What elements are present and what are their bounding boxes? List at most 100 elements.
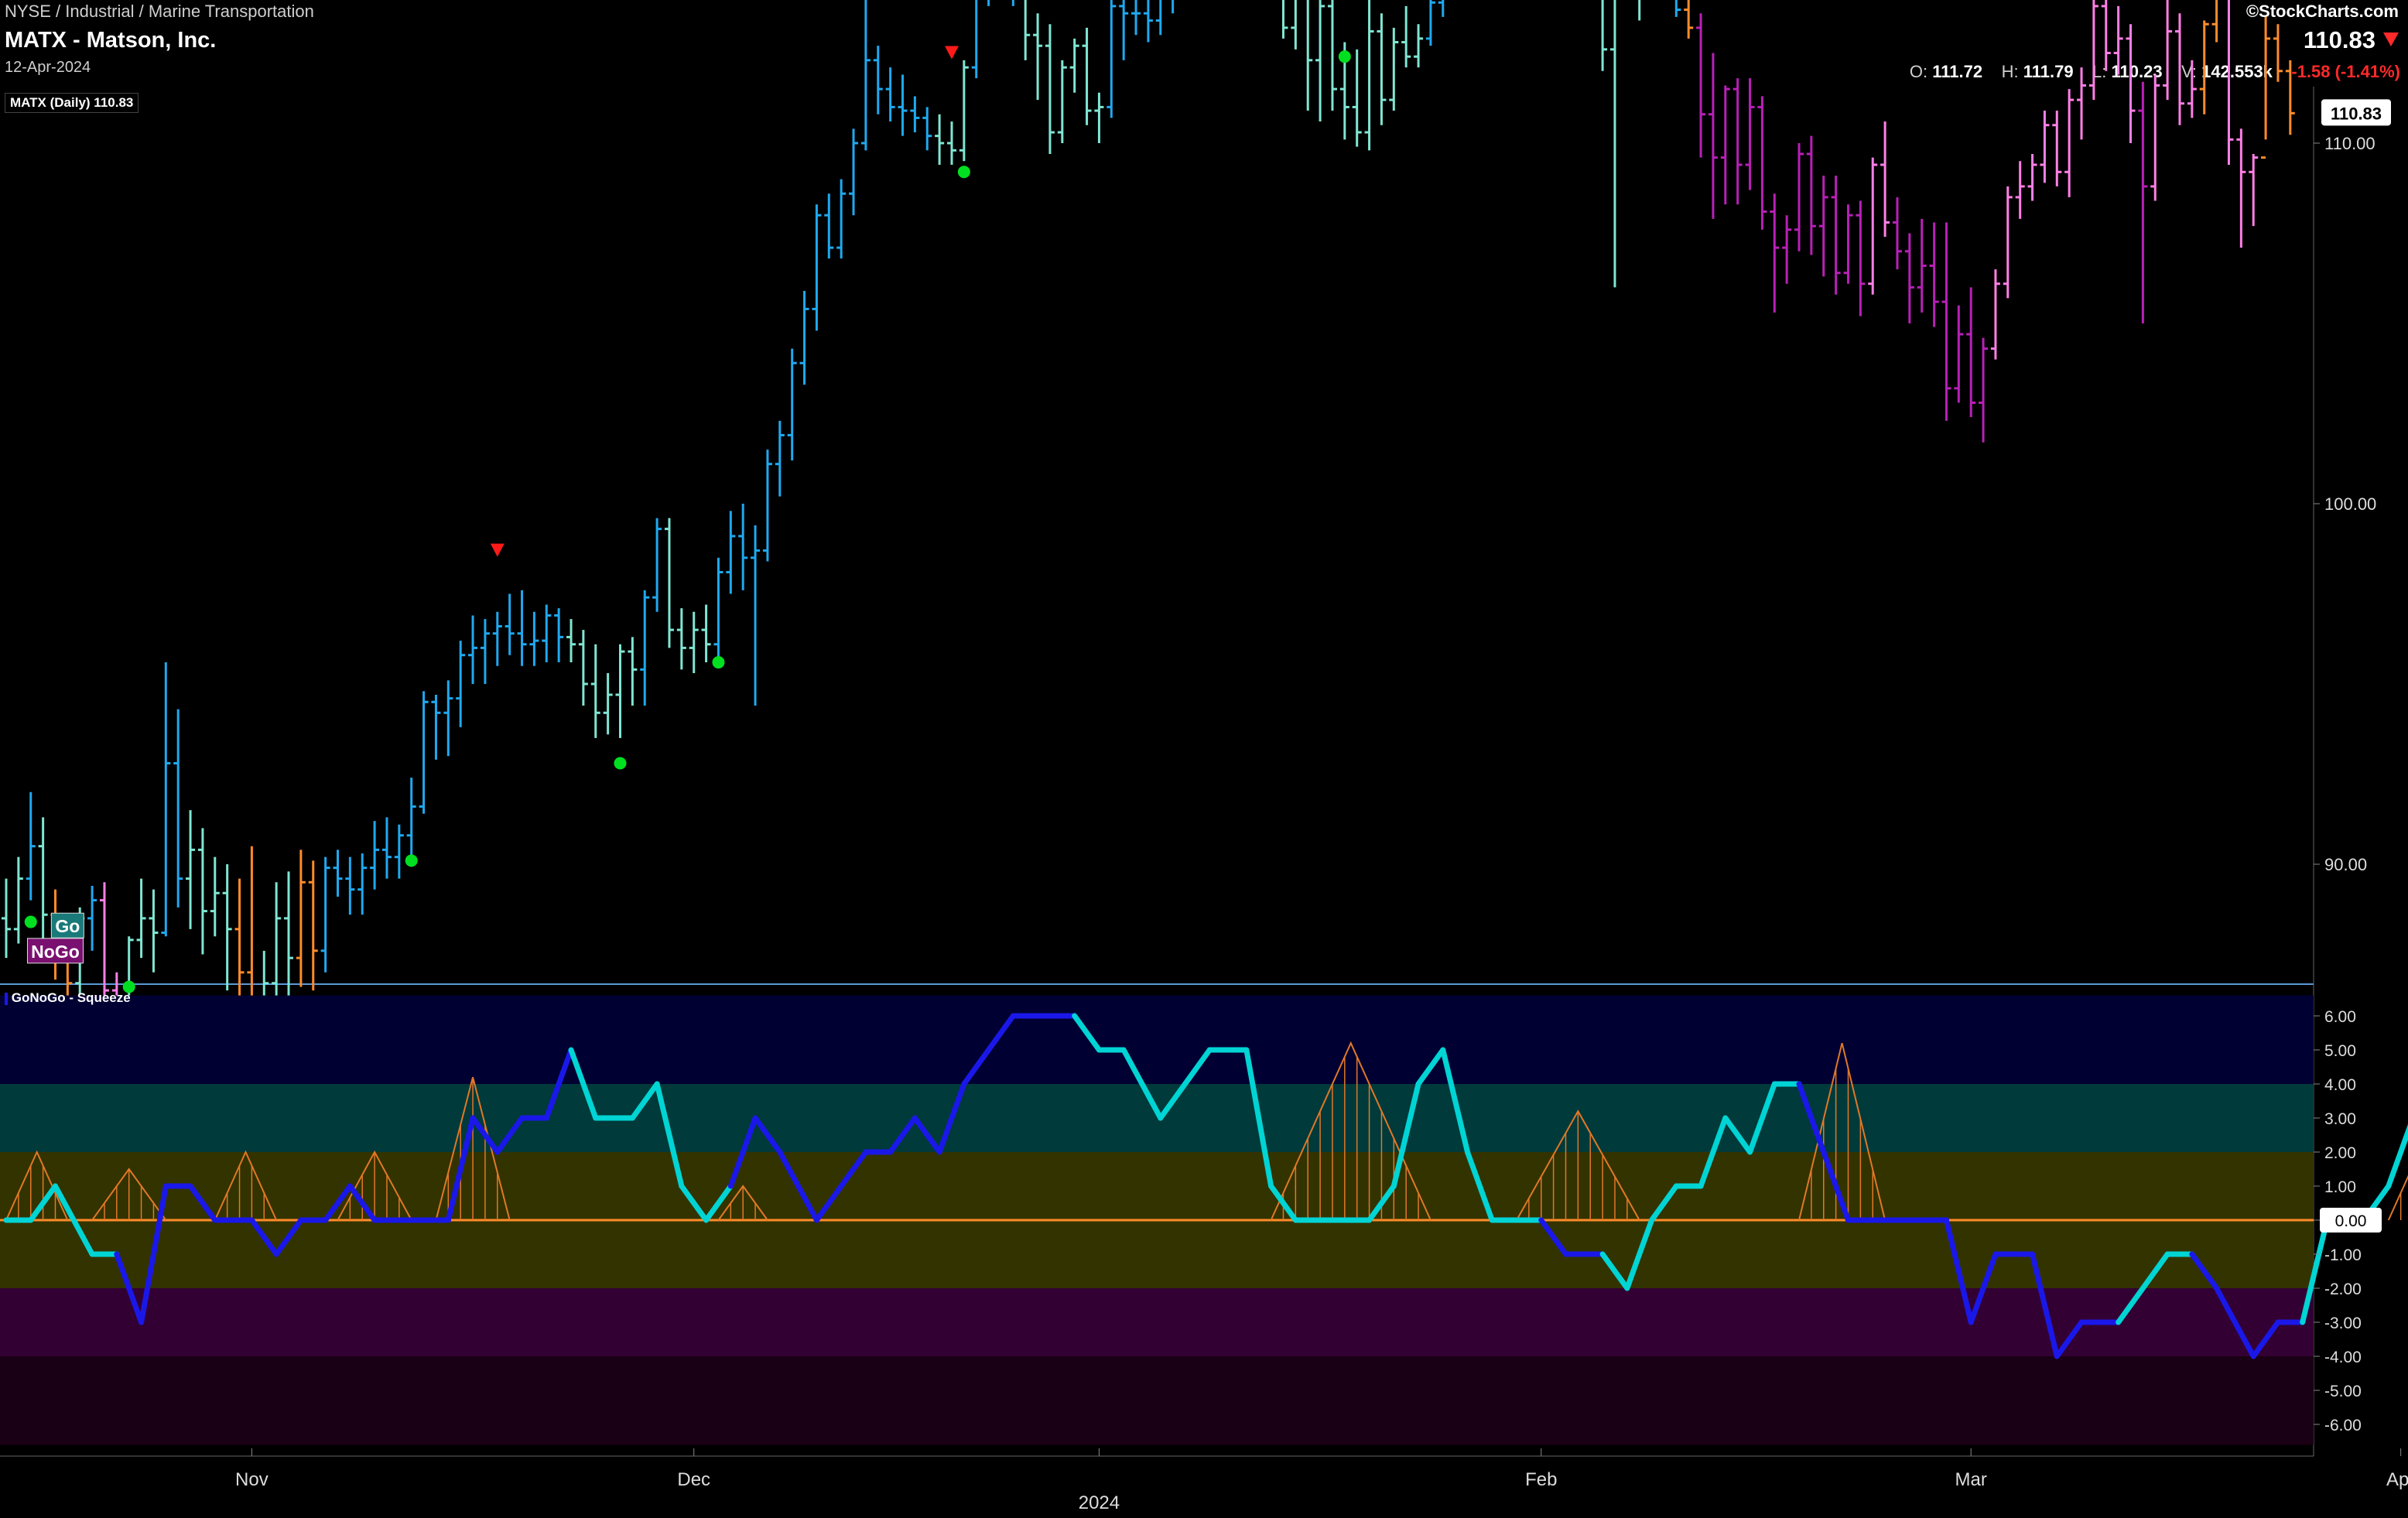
price-bar <box>492 611 502 666</box>
signal-markers: GoGoGoGoNoGoNoGoNoGo <box>2 46 1351 1101</box>
price-bar <box>1720 85 1730 205</box>
price-bar <box>554 608 564 663</box>
price-bar <box>2273 24 2283 82</box>
osc-segment <box>1747 1081 1777 1155</box>
osc-segment <box>1390 1081 1421 1189</box>
price-bar <box>726 511 736 594</box>
osc-tick-label: 2.00 <box>2324 1144 2356 1162</box>
price-bar <box>1119 0 1129 60</box>
price-bar <box>357 853 368 915</box>
price-bar <box>1057 60 1067 143</box>
osc-segment <box>986 1013 1016 1053</box>
osc-segment <box>838 1149 869 1189</box>
price-bar <box>1843 204 1853 284</box>
ohlc-readout: O: 111.72 H: 111.79 L: 110.23 V: 142.553… <box>1910 62 2400 82</box>
osc-segment <box>323 1183 353 1223</box>
price-bar <box>272 882 282 1002</box>
osc-segment <box>568 1047 599 1121</box>
zone-strong-nogo <box>0 1356 2314 1445</box>
price-bar <box>136 878 146 959</box>
oscillator-line <box>3 1013 2408 1359</box>
osc-tick-label: -3.00 <box>2324 1315 2362 1332</box>
price-bar <box>2027 153 2037 201</box>
price-bar <box>812 204 822 331</box>
price-bar <box>345 856 355 915</box>
squeeze-mesh <box>2387 1174 2408 1221</box>
chart-date: 12-Apr-2024 <box>5 59 91 76</box>
go-dot <box>1338 50 1351 63</box>
osc-segment <box>1624 1217 1655 1291</box>
osc-segment <box>2250 1319 2281 1359</box>
price-bar <box>640 590 650 706</box>
price-bar <box>1806 135 1816 255</box>
osc-segment <box>445 1115 476 1223</box>
osc-tick-label: 5.00 <box>2324 1042 2356 1060</box>
squeeze-mesh <box>337 1150 412 1221</box>
price-bar <box>1107 0 1117 118</box>
price-bar <box>1732 78 1743 205</box>
y-tick-label: 100.00 <box>2324 494 2376 514</box>
price-bar <box>701 604 711 663</box>
countertrend-triangle <box>490 543 505 557</box>
price-bar <box>578 630 588 706</box>
osc-segment <box>2189 1251 2220 1291</box>
osc-segment <box>2116 1285 2146 1325</box>
osc-segment <box>752 1115 783 1155</box>
price-bar <box>1782 215 1792 284</box>
osc-segment <box>813 1183 844 1223</box>
squeeze-mesh <box>1270 1041 1431 1221</box>
price-bar <box>13 856 23 944</box>
down-arrow-icon <box>2382 29 2400 52</box>
osc-segment <box>1821 1149 1851 1223</box>
osc-segment <box>1120 1047 1164 1121</box>
legend-swatch <box>5 992 8 1005</box>
price-bar <box>542 604 552 663</box>
price-bar <box>480 619 490 684</box>
price-bar <box>2113 5 2123 75</box>
go-label-box <box>50 912 84 938</box>
osc-tick-label: -5.00 <box>2324 1383 2362 1400</box>
price-bar <box>406 778 416 861</box>
nogo-label: NoGo <box>31 942 80 962</box>
brand-label[interactable]: ©StockCharts.com <box>2246 2 2399 21</box>
price-bar <box>1609 0 1616 288</box>
price-bar <box>2150 74 2160 201</box>
osc-segment <box>2300 1217 2330 1325</box>
price-bar <box>751 525 761 706</box>
price-tag: 110.83 <box>2331 104 2382 123</box>
osc-segment <box>187 1183 218 1223</box>
price-bar <box>1904 233 1914 323</box>
price-bar <box>284 871 294 998</box>
price-bar <box>566 619 576 663</box>
price-bar <box>2211 0 2218 43</box>
price-bar <box>1831 175 1841 295</box>
price-bar <box>2052 111 2062 186</box>
price-bar <box>2187 60 2197 118</box>
osc-segment <box>1440 1047 1471 1155</box>
osc-segment <box>629 1081 660 1121</box>
price-bar <box>1941 222 1951 421</box>
osc-segment <box>1268 1183 1298 1223</box>
breadcrumb: NYSE / Industrial / Marine Transportatio… <box>5 2 314 21</box>
price-bar <box>799 291 809 385</box>
osc-segment <box>679 1183 710 1223</box>
price-bar <box>517 590 527 666</box>
x-tick-label: Nov <box>235 1469 269 1490</box>
squeeze-mesh <box>214 1150 278 1221</box>
low-label: L: <box>2092 62 2107 81</box>
price-bar <box>2 878 11 959</box>
price-bar <box>713 557 723 663</box>
price-bar <box>87 885 97 951</box>
go-dot <box>405 854 418 867</box>
price-bar <box>2064 89 2075 197</box>
x-tick-label: Feb <box>1525 1469 1557 1490</box>
price-bar <box>971 0 978 79</box>
price-bar <box>2249 153 2259 227</box>
high-label: H: <box>2001 62 2019 81</box>
price-bar <box>2236 128 2246 248</box>
zone-strong-go <box>0 995 2314 1084</box>
price-bar <box>381 817 392 879</box>
price-bar <box>1082 27 1092 125</box>
osc-segment <box>1243 1047 1274 1189</box>
